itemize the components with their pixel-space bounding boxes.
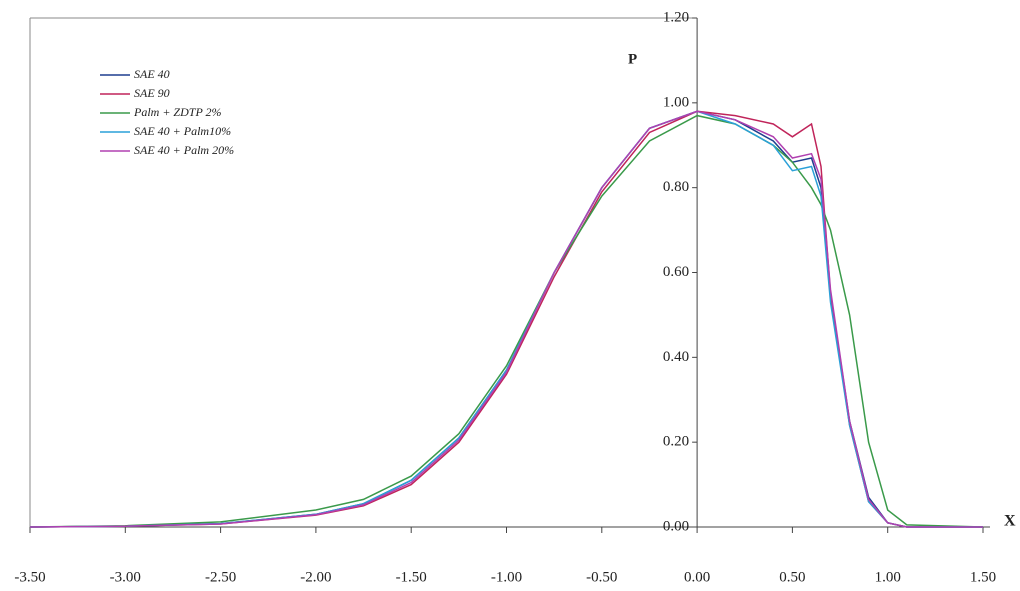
y-tick-label: 1.20 [663, 9, 689, 25]
y-tick-label: 0.60 [663, 264, 689, 280]
x-tick-label: -1.50 [396, 569, 427, 585]
legend-label: Palm + ZDTP 2% [133, 105, 222, 119]
x-tick-label: -0.50 [586, 569, 617, 585]
series-line [29, 110, 983, 528]
y-axis-label: P [628, 51, 637, 67]
legend-label: SAE 40 [134, 67, 170, 81]
x-tick-label: 1.00 [875, 569, 901, 585]
series-line [29, 114, 984, 528]
series-line [29, 110, 983, 528]
x-tick-label: 0.50 [779, 569, 805, 585]
legend: SAE 40 SAE 90 Palm + ZDTP 2% SAE 40 + Palm1… [100, 67, 234, 157]
x-tick-label: -2.00 [300, 569, 331, 585]
x-tick-label: -1.00 [491, 569, 522, 585]
legend-label: SAE 40 + Palm10% [134, 124, 231, 138]
x-axis-label: X [1004, 513, 1016, 530]
y-tick-label: 0.80 [663, 179, 689, 195]
legend-label: SAE 90 [134, 86, 170, 100]
x-tick-label: -3.00 [110, 569, 141, 585]
x-tick-label: -2.50 [205, 569, 236, 585]
y-tick-label: 0.00 [663, 518, 689, 534]
y-tick-label: 0.20 [663, 434, 689, 450]
y-tick-label: 1.00 [663, 94, 689, 110]
x-tick-label: 0.00 [684, 569, 710, 585]
x-tick-label: -3.50 [14, 569, 45, 585]
series-line [29, 110, 983, 528]
series-line [29, 110, 983, 528]
x-tick-label: 1.50 [970, 569, 996, 585]
y-tick-label: 0.40 [663, 349, 689, 365]
legend-label: SAE 40 + Palm 20% [134, 143, 234, 157]
